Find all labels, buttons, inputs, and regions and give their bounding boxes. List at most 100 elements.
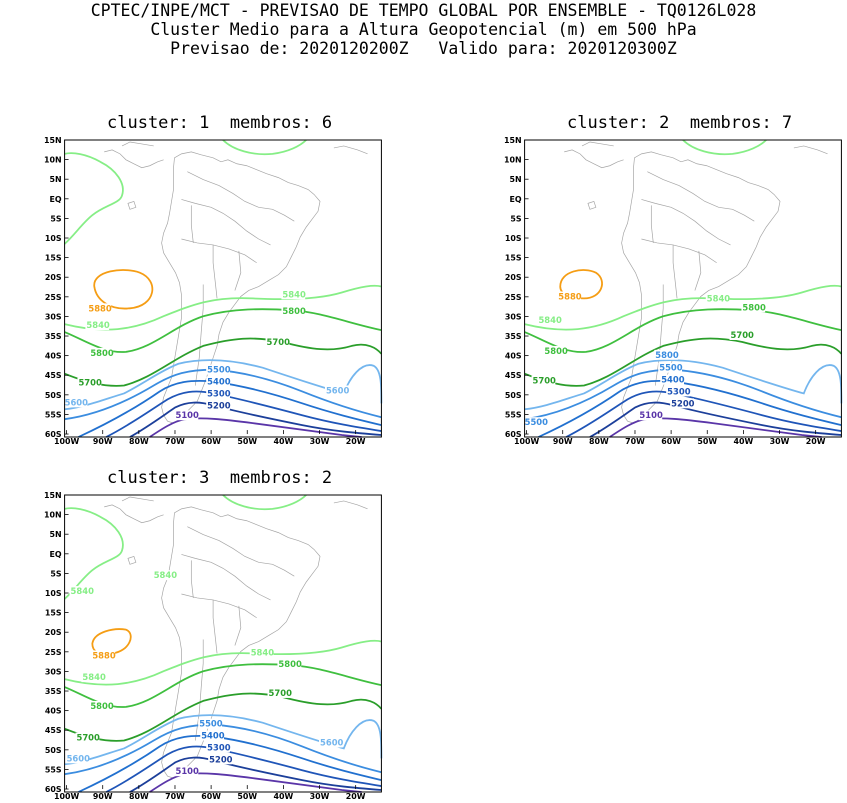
- lat-tick-label: 15S: [45, 254, 62, 263]
- lon-tick-label: 20W: [806, 437, 826, 446]
- lat-tick-label: 50S: [505, 391, 522, 400]
- panel-2-title: cluster: 2 membros: 7: [567, 113, 793, 133]
- lat-tick-label: 40S: [45, 352, 62, 361]
- lat-tick-label: 30S: [45, 667, 62, 676]
- contour-5840-top: [222, 139, 307, 156]
- contour-5840-north: [64, 152, 124, 245]
- header-line-3: Previsao de: 2020120200Z Valido para: 20…: [170, 39, 677, 58]
- lon-tick-label: 30W: [770, 437, 790, 446]
- contour-label-c5800: 5800: [282, 306, 306, 316]
- lon-tick-label: 20W: [346, 792, 366, 801]
- contour-label-c5500: 5500: [659, 363, 683, 373]
- lon-tick-label: 50W: [237, 792, 257, 801]
- lat-tick-label: 45S: [45, 726, 62, 735]
- lat-tick-label: 35S: [45, 687, 62, 696]
- south-america-outline: [564, 141, 828, 424]
- plot-frame: [524, 139, 842, 438]
- lon-tick-label: 80W: [129, 792, 149, 801]
- contour-label-c5300: 5300: [667, 386, 691, 396]
- lon-tick-label: 100W: [54, 792, 80, 801]
- contour-5600: [64, 359, 383, 411]
- lon-tick-label: 20W: [346, 437, 366, 446]
- contour-label-c5840: 5840: [82, 672, 106, 682]
- lat-tick-label: EQ: [510, 195, 522, 204]
- lon-tick-label: 40W: [274, 792, 294, 801]
- contour-label-c5880: 5880: [92, 650, 116, 660]
- contour-label-c5600: 5600: [320, 737, 344, 747]
- contour-5840-top: [682, 139, 767, 156]
- lon-tick-label: 90W: [553, 437, 573, 446]
- contour-5840-south: [64, 284, 382, 331]
- lat-tick-label: 20S: [505, 273, 522, 282]
- lat-tick-label: 15N: [44, 136, 62, 145]
- contour-label-c5800: 5800: [544, 346, 568, 356]
- lat-tick-label: 30S: [505, 312, 522, 321]
- map-panel-1: 5880 5840 5840 5800 5800 5700 5700 5600 5600 5500…: [44, 136, 383, 446]
- lat-tick-label: 45S: [45, 371, 62, 380]
- lat-tick-label: 25S: [45, 648, 62, 657]
- contour-label-c5840: 5840: [251, 647, 275, 657]
- contour-label-c5840: 5840: [707, 293, 731, 303]
- lat-tick-label: 20S: [45, 628, 62, 637]
- contour-label-c5200: 5200: [207, 400, 231, 410]
- contour-5840-south: [64, 639, 382, 686]
- contour-label-c5700: 5700: [533, 376, 557, 386]
- lat-tick-label: 10N: [504, 156, 522, 165]
- lat-tick-label: 25S: [45, 293, 62, 302]
- plot-frame: [64, 494, 382, 793]
- contour-label-c5400: 5400: [207, 377, 231, 387]
- lon-tick-label: 80W: [129, 437, 149, 446]
- contour-5100: [149, 772, 362, 793]
- contour-5100: [609, 417, 822, 438]
- lat-tick-label: 15S: [45, 609, 62, 618]
- contour-label-c5100: 5100: [175, 766, 199, 776]
- contour-label-c5600: 5600: [65, 397, 89, 407]
- contour-label-c5600: 5500: [525, 417, 549, 427]
- lon-tick-label: 30W: [310, 437, 330, 446]
- lon-tick-label: 40W: [734, 437, 754, 446]
- contour-label-c5800: 5800: [90, 348, 114, 358]
- lat-tick-label: 50S: [45, 746, 62, 755]
- lon-tick-label: 70W: [165, 437, 185, 446]
- header-line-1: CPTEC/INPE/MCT - PREVISAO DE TEMPO GLOBA…: [90, 1, 757, 20]
- plot-frame: [64, 139, 382, 438]
- lat-tick-label: 40S: [45, 707, 62, 716]
- lat-tick-label: 15S: [505, 254, 522, 263]
- contour-label-c5100: 5100: [175, 410, 199, 420]
- lon-tick-label: 30W: [310, 792, 330, 801]
- lat-tick-label: 15N: [44, 491, 62, 500]
- contour-label-c5300: 5300: [207, 742, 231, 752]
- lon-tick-label: 50W: [697, 437, 717, 446]
- south-america-outline: [104, 496, 368, 779]
- contour-label-c5300: 5300: [207, 388, 231, 398]
- contour-label-c5700: 5700: [269, 688, 293, 698]
- lat-tick-label: 50S: [45, 391, 62, 400]
- contour-label-c5840: 5840: [154, 570, 178, 580]
- lat-tick-label: 35S: [45, 332, 62, 341]
- lat-tick-label: 30S: [45, 312, 62, 321]
- contour-label-c5800: 5800: [90, 701, 114, 711]
- contour-label-c5880: 5880: [558, 291, 582, 301]
- lon-tick-label: 60W: [661, 437, 681, 446]
- lat-tick-label: 5S: [50, 569, 62, 578]
- contour-label-c5600: 5800: [655, 350, 679, 360]
- contour-5200: [129, 756, 382, 793]
- contour-label-c5400: 5400: [201, 731, 225, 741]
- contour-5800: [64, 308, 382, 353]
- contour-5600: [524, 359, 843, 411]
- lat-tick-label: 5S: [50, 214, 62, 223]
- contour-label-c5840: 5840: [86, 320, 110, 330]
- panel-3-title: cluster: 3 membros: 2: [107, 468, 333, 488]
- contour-label-c5700: 5700: [76, 733, 100, 743]
- lat-tick-label: 55S: [45, 410, 62, 419]
- contour-label-c5700: 5700: [78, 378, 102, 388]
- contour-label-c5700: 5700: [731, 330, 755, 340]
- contour-5200: [589, 401, 842, 438]
- lat-tick-label: 5N: [50, 175, 62, 184]
- lat-tick-label: EQ: [50, 195, 62, 204]
- lat-tick-label: 60S: [45, 430, 62, 439]
- lon-tick-label: 90W: [93, 437, 113, 446]
- contour-label-c5500: 5500: [199, 719, 223, 729]
- contour-label-c5200: 5200: [209, 754, 233, 764]
- lat-tick-label: 20S: [45, 273, 62, 282]
